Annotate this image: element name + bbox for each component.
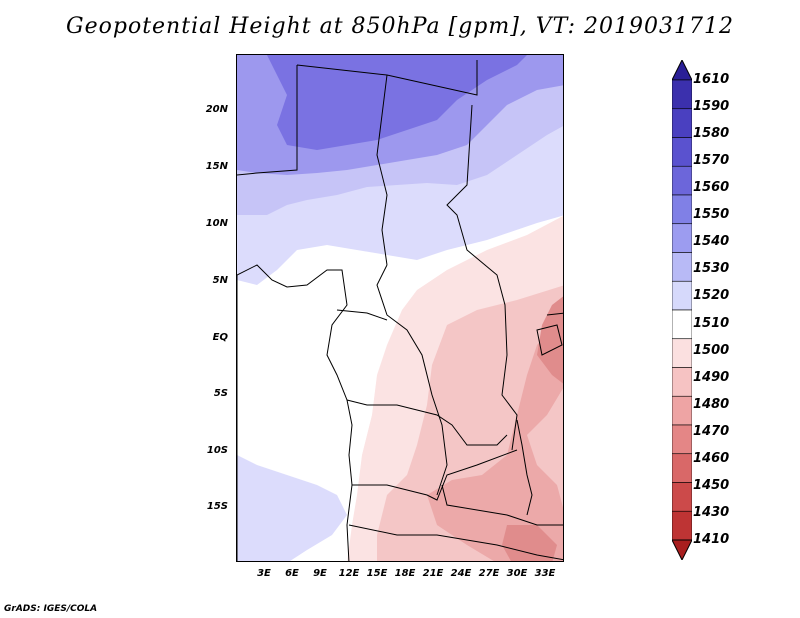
colorbar-bin <box>672 108 692 138</box>
colorbar-bin <box>672 510 692 541</box>
lat-label: 10N <box>205 218 228 229</box>
colorbar-bin <box>672 482 692 512</box>
contour-1480 <box>427 317 563 561</box>
colorbar-label: 1490 <box>693 369 730 385</box>
contour-1470-south <box>502 525 557 561</box>
colorbar-label: 1520 <box>693 288 730 304</box>
colorbar-bin <box>672 252 692 282</box>
colorbar-arrow-bottom <box>672 539 692 560</box>
map-panel <box>236 54 564 562</box>
colorbar-label: 1550 <box>693 207 730 223</box>
colorbar-label: 1510 <box>693 315 730 331</box>
lake-victoria <box>536 324 563 356</box>
lon-label: 9E <box>313 568 327 579</box>
lon-label: 21E <box>422 568 444 579</box>
colorbar-label: 1480 <box>693 396 730 412</box>
colorbar-bin <box>672 79 692 110</box>
lake-tanganyika <box>516 419 533 516</box>
contour-1560 <box>267 55 527 150</box>
colorbar-label: 1580 <box>693 126 730 142</box>
border-k <box>336 309 388 321</box>
lon-label: 3E <box>257 568 271 579</box>
colorbar <box>672 60 692 560</box>
colorbar-bin <box>672 338 692 368</box>
lat-label: 15S <box>206 501 228 512</box>
lat-label: 15N <box>205 161 228 172</box>
border-c <box>376 74 388 266</box>
colorbar-label: 1590 <box>693 99 730 115</box>
colorbar-bin <box>672 395 692 426</box>
lon-label: 12E <box>338 568 360 579</box>
colorbar-label: 1560 <box>693 180 730 196</box>
colorbar-bin <box>672 280 692 311</box>
colorbar-label: 1570 <box>693 153 730 169</box>
lon-label: 6E <box>285 568 299 579</box>
lon-label: 30E <box>506 568 528 579</box>
border-j <box>348 524 563 561</box>
colorbar-label: 1430 <box>693 504 730 520</box>
colorbar-label: 1530 <box>693 261 730 277</box>
lat-label: EQ <box>212 332 228 343</box>
colorbar-arrow-top <box>672 60 692 81</box>
lon-label: 15E <box>366 568 388 579</box>
contour-1470 <box>537 296 563 384</box>
lat-label: 5S <box>213 388 228 399</box>
colorbar-label: 1500 <box>693 342 730 358</box>
border-d <box>446 104 518 451</box>
lon-label: 33E <box>534 568 556 579</box>
colorbar-label: 1450 <box>693 477 730 493</box>
lon-label: 27E <box>478 568 500 579</box>
border-g <box>346 399 508 446</box>
colorbar-bin <box>672 453 692 483</box>
colorbar-bin <box>672 367 692 397</box>
credit-text: GrADS: IGES/COLA <box>4 604 98 614</box>
border-f <box>376 264 448 496</box>
colorbar-label: 1540 <box>693 234 730 250</box>
colorbar-bin <box>672 194 692 225</box>
border-i <box>441 484 563 526</box>
contour-1530-south <box>237 455 347 561</box>
colorbar-label: 1470 <box>693 423 730 439</box>
colorbar-bin <box>672 137 692 167</box>
lat-label: 20N <box>205 104 228 115</box>
colorbar-label: 1410 <box>693 532 730 547</box>
lon-label: 18E <box>394 568 416 579</box>
lat-label: 5N <box>212 275 228 286</box>
colorbar-label: 1610 <box>693 72 730 87</box>
colorbar-bin <box>672 165 692 196</box>
lon-label: 24E <box>450 568 472 579</box>
colorbar-bin <box>672 309 692 340</box>
border-h <box>352 449 518 501</box>
chart-title: Geopotential Height at 850hPa [gpm], VT:… <box>66 14 734 39</box>
colorbar-bin <box>672 424 692 455</box>
field-map <box>237 55 563 561</box>
colorbar-bin <box>672 223 692 253</box>
border-b <box>296 60 478 96</box>
lat-label: 10S <box>206 445 228 456</box>
colorbar-label: 1460 <box>693 450 730 466</box>
border-l <box>546 312 563 316</box>
border-a <box>237 65 298 176</box>
coastline <box>237 264 353 561</box>
